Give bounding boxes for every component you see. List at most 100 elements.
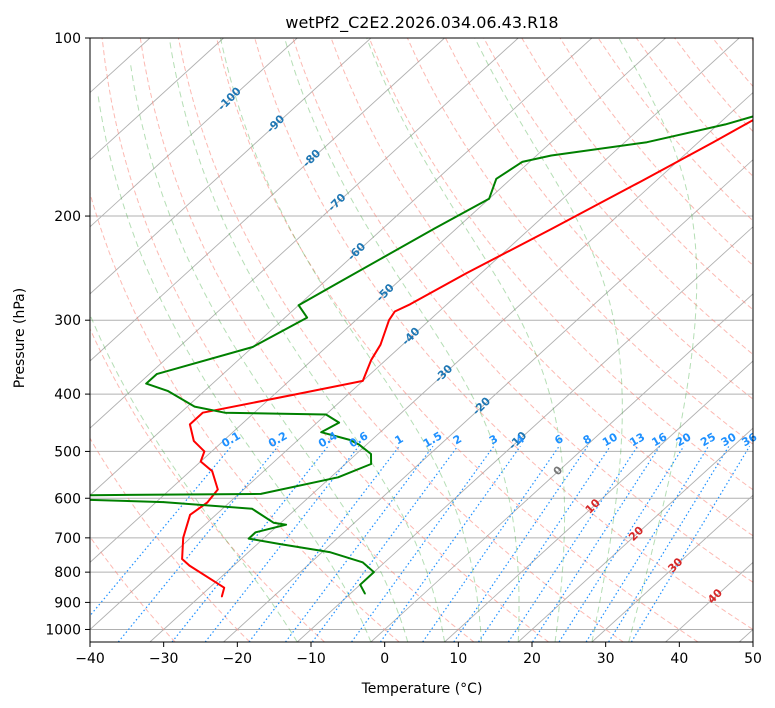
- dewpoint-point: [364, 592, 366, 595]
- temperature-point: [551, 227, 553, 230]
- isotherm-line: [90, 38, 445, 362]
- dewpoint-point: [251, 346, 254, 348]
- dewpoint-point: [251, 507, 253, 510]
- isotherm-line: [90, 38, 519, 429]
- temperature-point: [193, 440, 195, 442]
- temperature-point: [712, 141, 715, 143]
- mixing-ratio-label: 30: [719, 430, 739, 449]
- temperature-point: [199, 460, 202, 463]
- dewpoint-point: [521, 161, 523, 163]
- background-lines: [90, 38, 753, 642]
- isotherm-line: [90, 38, 593, 496]
- isotherm-line: [90, 38, 740, 631]
- y-tick-label: 100: [54, 31, 81, 47]
- temperature-point: [189, 514, 191, 516]
- temperature-point: [221, 595, 223, 598]
- dry-adiabat: [559, 38, 753, 266]
- isotherm-line: [517, 427, 753, 642]
- mixing-ratio-label: 3: [487, 432, 500, 447]
- moist-adiabat: [220, 38, 482, 642]
- mixing-ratio-line: [507, 445, 639, 642]
- x-tick-label: 10: [449, 651, 467, 667]
- isotherm-line: [90, 38, 666, 563]
- dewpoint-point: [20, 497, 22, 499]
- dry-adiabat: [750, 38, 753, 42]
- mixing-ratio-label: 25: [698, 430, 718, 449]
- temperature-point: [409, 303, 411, 306]
- dewpoint-point: [495, 178, 498, 180]
- moist-adiabat: [618, 38, 698, 642]
- dewpoint-point: [320, 431, 323, 434]
- isotherm-line: [738, 628, 753, 642]
- dewpoint-point: [166, 390, 169, 392]
- dewpoint-point: [297, 304, 300, 307]
- isotherm-line: [444, 360, 753, 642]
- mixing-ratio-label: 0.1: [219, 429, 242, 450]
- temperature-point: [189, 423, 191, 426]
- temperature-point: [188, 564, 191, 567]
- temperature-point: [181, 558, 183, 560]
- dewpoint-point: [193, 405, 196, 408]
- dewpoint-point: [328, 551, 331, 553]
- y-tick-label: 900: [54, 595, 81, 611]
- dewpoint-point: [337, 476, 339, 479]
- temperature-point: [296, 393, 298, 395]
- mixing-ratio-label: 0.6: [347, 429, 371, 450]
- temperature-point: [201, 411, 204, 414]
- mixing-ratio-line: [171, 445, 329, 642]
- dewpoint-point: [370, 453, 372, 455]
- isotherm-line: [223, 159, 753, 642]
- dewpoint-point: [254, 531, 257, 534]
- isotherm-line: [591, 494, 753, 642]
- isotherm-line: [370, 293, 753, 642]
- dewpoint-point: [162, 501, 165, 503]
- dewpoint-point: [724, 123, 727, 126]
- mixing-ratio-label: 16: [650, 430, 670, 449]
- temperature-point: [217, 488, 219, 491]
- dewpoint-point: [336, 282, 339, 285]
- mixing-ratio-line: [532, 445, 661, 642]
- mixing-ratio-line: [478, 445, 611, 642]
- y-tick-label: 700: [54, 531, 81, 547]
- dry-adiabat: [483, 38, 753, 356]
- dewpoint-point: [155, 373, 158, 375]
- dewpoint-point: [272, 521, 275, 524]
- dewpoint-point: [358, 443, 361, 446]
- dewpoint-point: [278, 543, 281, 545]
- dry-adiabat: [139, 38, 549, 642]
- temperature-point: [639, 180, 642, 183]
- x-tick-label: 50: [744, 651, 762, 667]
- mixing-ratio-label: 0.2: [266, 429, 289, 450]
- moist-adiabat: [97, 95, 372, 642]
- dry-adiabat: [406, 38, 753, 445]
- dewpoint-point: [22, 495, 24, 497]
- dewpoint-profile-line: [90, 115, 753, 595]
- moist-adiabat: [474, 38, 623, 642]
- isotherm-line: [90, 38, 224, 161]
- moist-adiabat: [168, 38, 446, 642]
- dry-adiabat: [177, 38, 624, 642]
- dry-adiabat: [101, 38, 475, 642]
- mixing-ratio-label: 36: [739, 430, 759, 449]
- y-tick-label: 500: [54, 444, 81, 460]
- dewpoint-point: [488, 198, 490, 200]
- y-tick-label: 300: [54, 313, 81, 329]
- temperature-point: [388, 319, 390, 322]
- mixing-ratio-line: [285, 445, 434, 642]
- dry-adiabat: [368, 38, 753, 491]
- mixing-ratio-line: [248, 445, 400, 642]
- dewpoint-point: [285, 523, 287, 526]
- dry-adiabat: [216, 38, 699, 642]
- dewpoint-point: [348, 439, 351, 441]
- temperature-point: [223, 586, 225, 589]
- dewpoint-point: [247, 537, 250, 540]
- dewpoint-point: [260, 493, 262, 495]
- mixing-ratio-line: [351, 445, 495, 642]
- dry-adiabat: [254, 38, 753, 631]
- temperature-point: [362, 380, 364, 382]
- dry-adiabat: [674, 38, 753, 133]
- moist-adiabat: [366, 38, 566, 642]
- temperature-point: [182, 537, 184, 539]
